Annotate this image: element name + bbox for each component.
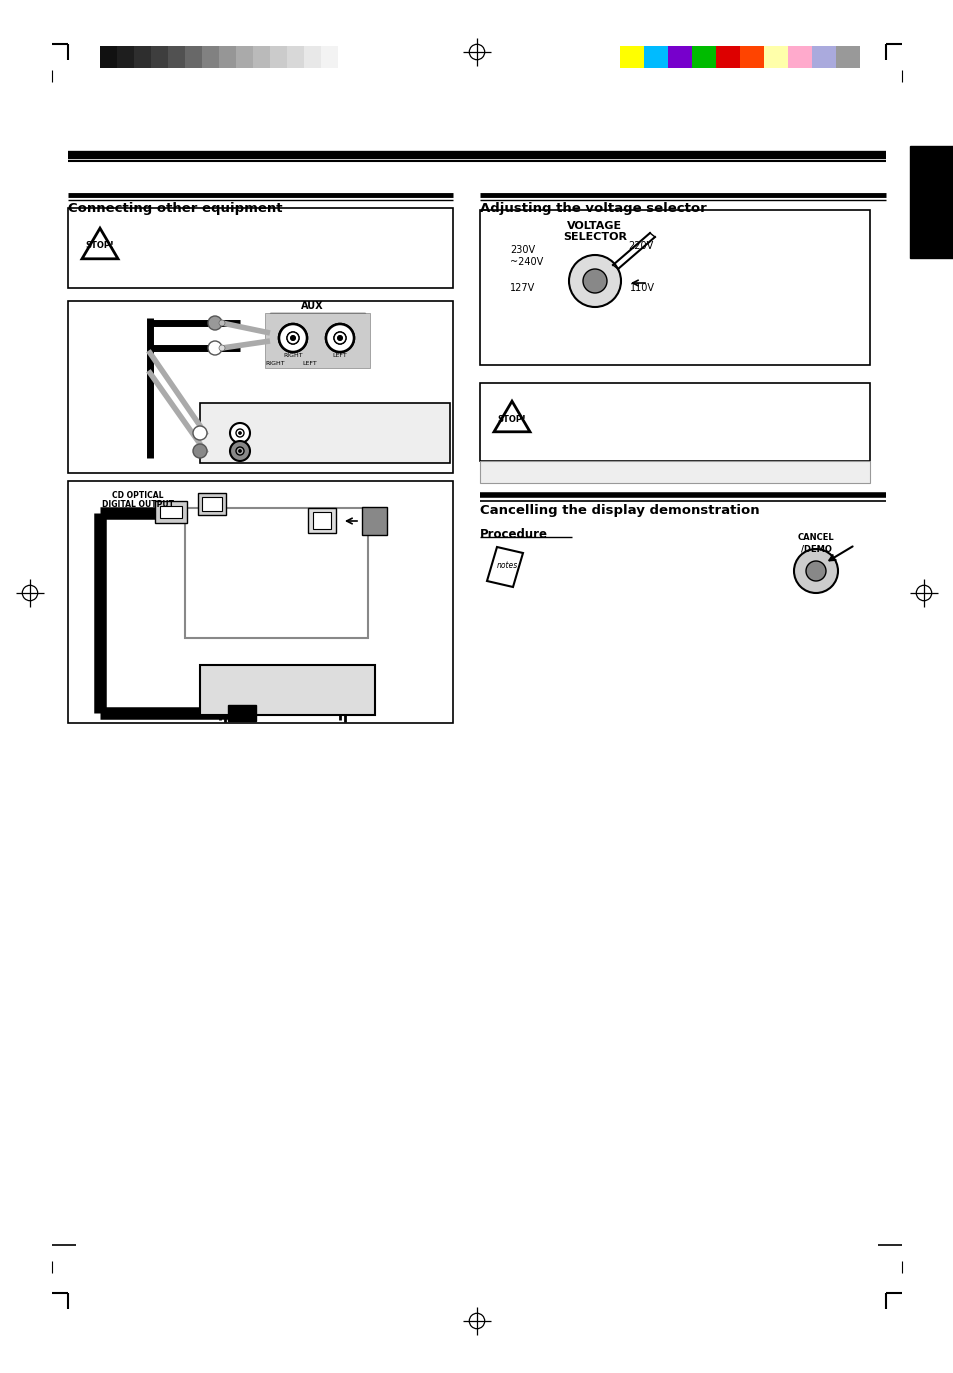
Bar — [304, 47, 320, 69]
Text: notes: notes — [496, 562, 517, 571]
Bar — [909, 146, 953, 258]
Bar — [270, 47, 287, 69]
Circle shape — [287, 332, 298, 345]
Bar — [479, 210, 869, 365]
Circle shape — [805, 562, 825, 581]
Circle shape — [334, 332, 346, 345]
Bar — [160, 507, 182, 518]
Bar — [320, 47, 337, 69]
Text: 127V: 127V — [510, 283, 535, 292]
Text: RIGHT: RIGHT — [283, 353, 302, 358]
Bar — [200, 665, 375, 715]
Bar — [643, 47, 667, 69]
Bar — [361, 507, 387, 535]
Text: CANCEL: CANCEL — [797, 533, 834, 542]
Bar — [202, 47, 219, 69]
Bar — [154, 501, 187, 523]
Circle shape — [219, 345, 225, 351]
Circle shape — [337, 335, 342, 341]
Bar — [68, 301, 453, 474]
Circle shape — [219, 320, 225, 325]
Circle shape — [238, 431, 241, 434]
Text: LEFT: LEFT — [333, 353, 347, 358]
Text: Cancelling the display demonstration: Cancelling the display demonstration — [479, 504, 759, 518]
Text: /DEMO: /DEMO — [800, 544, 831, 553]
Circle shape — [235, 448, 244, 454]
Circle shape — [334, 332, 346, 345]
Circle shape — [278, 324, 307, 351]
Text: RIGHT: RIGHT — [265, 361, 285, 367]
Circle shape — [208, 341, 222, 356]
Circle shape — [582, 269, 606, 292]
Circle shape — [326, 324, 354, 351]
Bar — [691, 47, 716, 69]
Circle shape — [193, 443, 207, 459]
Bar — [228, 704, 255, 721]
Bar — [479, 461, 869, 483]
Bar — [287, 47, 304, 69]
Bar — [117, 47, 133, 69]
Bar — [100, 47, 117, 69]
Text: STOP!: STOP! — [86, 242, 114, 250]
Bar — [787, 47, 811, 69]
Bar — [235, 47, 253, 69]
Bar — [198, 493, 226, 515]
Bar — [68, 481, 453, 724]
Bar — [200, 404, 450, 463]
Text: DIGITAL OUTPUT: DIGITAL OUTPUT — [102, 500, 173, 509]
Circle shape — [193, 426, 207, 439]
Circle shape — [278, 324, 307, 351]
Bar — [308, 508, 335, 533]
Circle shape — [291, 335, 295, 341]
Text: STOP!: STOP! — [497, 415, 526, 423]
Bar — [270, 313, 365, 362]
Circle shape — [326, 324, 354, 351]
Text: 220V: 220V — [627, 242, 653, 251]
Circle shape — [230, 423, 250, 443]
Text: AUX: AUX — [300, 301, 323, 312]
Text: LEFT: LEFT — [302, 361, 317, 367]
Bar — [265, 313, 370, 368]
Text: Connecting other equipment: Connecting other equipment — [68, 202, 282, 216]
Circle shape — [291, 335, 295, 341]
Bar — [202, 497, 222, 511]
Bar — [313, 512, 331, 529]
Text: CD OPTICAL: CD OPTICAL — [112, 492, 164, 500]
Circle shape — [230, 441, 250, 461]
Text: ~240V: ~240V — [510, 257, 542, 266]
Bar — [68, 207, 453, 288]
Circle shape — [337, 335, 342, 341]
Circle shape — [238, 449, 241, 453]
Bar — [219, 47, 235, 69]
Bar — [185, 47, 202, 69]
Bar — [740, 47, 763, 69]
Bar — [763, 47, 787, 69]
Circle shape — [287, 332, 298, 345]
Bar — [253, 47, 270, 69]
Bar — [168, 47, 185, 69]
Text: 230V: 230V — [510, 244, 535, 255]
Bar — [835, 47, 859, 69]
Text: Adjusting the voltage selector: Adjusting the voltage selector — [479, 202, 706, 216]
Text: Procedure: Procedure — [479, 529, 547, 541]
Text: VOLTAGE: VOLTAGE — [567, 221, 622, 231]
Bar — [667, 47, 691, 69]
Circle shape — [793, 549, 837, 593]
Bar — [716, 47, 740, 69]
Circle shape — [208, 316, 222, 330]
Bar — [619, 47, 643, 69]
Circle shape — [235, 428, 244, 437]
Bar — [185, 508, 368, 638]
Text: 110V: 110V — [629, 283, 655, 292]
Text: SELECTOR: SELECTOR — [562, 232, 626, 242]
Circle shape — [568, 255, 620, 308]
Bar — [811, 47, 835, 69]
Bar — [133, 47, 151, 69]
Bar — [151, 47, 168, 69]
Bar — [479, 383, 869, 461]
